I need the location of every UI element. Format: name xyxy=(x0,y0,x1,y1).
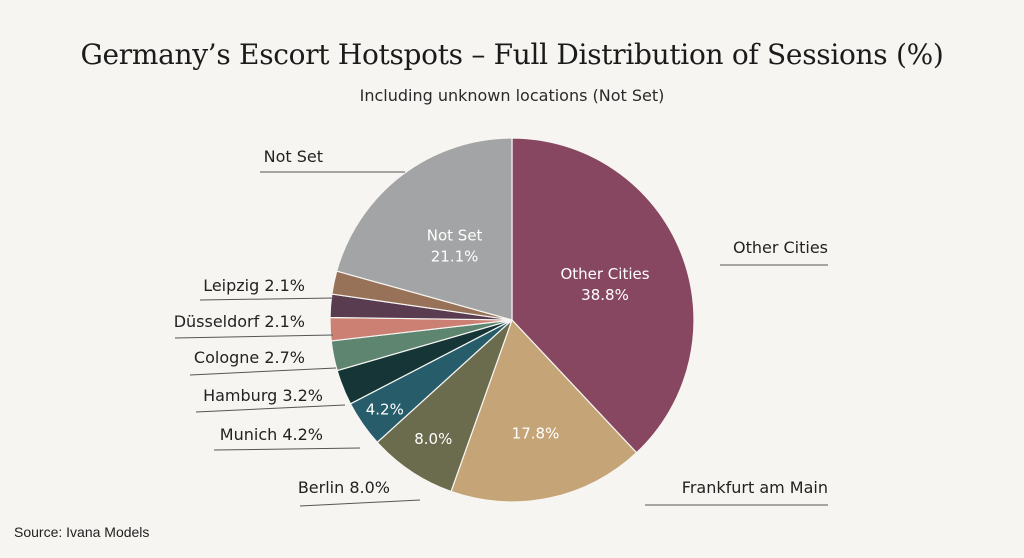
pie-slice-frankfurt-am-main xyxy=(450,318,638,503)
chart-title: Germany’s Escort Hotspots – Full Distrib… xyxy=(80,38,944,71)
pie-slice-other-cities xyxy=(511,137,695,454)
chart-subtitle: Including unknown locations (Not Set) xyxy=(359,86,665,105)
slice-inner-label-munich: 4.2% xyxy=(366,401,404,419)
leader-line-hamburg xyxy=(195,404,346,413)
slice-outer-label-hamburg: Hamburg 3.2% xyxy=(203,386,323,405)
leader-line-berlin xyxy=(299,499,421,507)
slice-outer-label-frankfurt-am-main: Frankfurt am Main xyxy=(682,478,828,497)
slice-outer-label-berlin: Berlin 8.0% xyxy=(298,478,390,497)
leader-line-leipzig xyxy=(199,297,335,301)
slice-outer-label-cologne: Cologne 2.7% xyxy=(194,348,305,367)
slice-inner-label-frankfurt-am-main: 17.8% xyxy=(512,425,560,443)
pie-slice-not-set xyxy=(335,137,513,321)
slice-outer-label-not-set: Not Set xyxy=(264,147,323,166)
leader-line-cologne xyxy=(189,367,337,376)
slice-inner-label-not-set: Not Set 21.1% xyxy=(427,226,483,265)
slice-outer-label-leipzig: Leipzig 2.1% xyxy=(203,276,305,295)
leader-line-dusseldorf xyxy=(174,334,334,339)
slice-outer-label-dusseldorf: Düsseldorf 2.1% xyxy=(174,312,305,331)
source-note: Source: Ivana Models xyxy=(14,524,150,540)
slice-outer-label-munich: Munich 4.2% xyxy=(220,425,323,444)
slice-outer-label-other-cities: Other Cities xyxy=(733,238,828,257)
leader-line-munich xyxy=(213,447,361,451)
slice-inner-label-berlin: 8.0% xyxy=(414,430,452,448)
slice-inner-label-other-cities: Other Cities 38.8% xyxy=(560,265,649,304)
